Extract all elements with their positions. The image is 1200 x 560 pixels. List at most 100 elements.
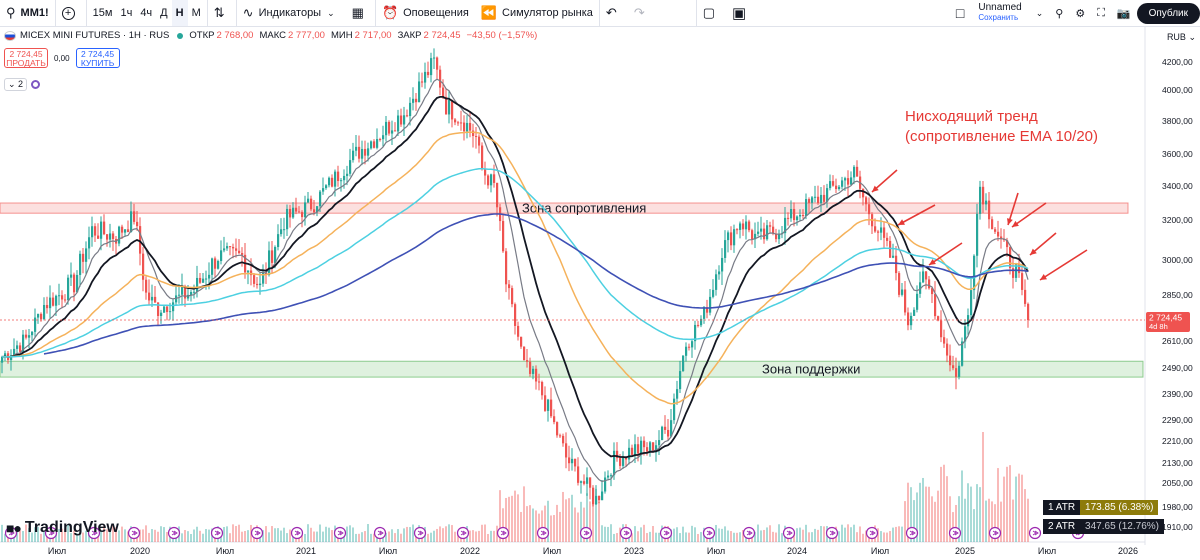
fullscreen-area-button[interactable]: ▣ (726, 0, 757, 26)
select-layout-button[interactable]: ▢ (695, 0, 726, 26)
candle-body (1024, 289, 1027, 304)
event-arrow-icon (623, 530, 630, 536)
candle-body (88, 237, 91, 249)
replay-label: Симулятор рынка (502, 7, 593, 19)
volume-bar (520, 511, 522, 542)
volume-bar (181, 533, 183, 542)
volume-bar (961, 470, 963, 542)
volume-bar (1003, 476, 1005, 542)
candle-body (439, 69, 442, 88)
volume-bar (853, 524, 855, 542)
volume-bar (562, 491, 564, 542)
candle-body (751, 230, 754, 240)
candle-body (325, 185, 328, 189)
volume-bar (400, 533, 402, 542)
candle-body (508, 284, 511, 289)
settings-button[interactable]: ⚙ (1069, 0, 1091, 26)
candle-body (745, 221, 748, 230)
symbol-search[interactable]: ⚲ MM1! (0, 0, 55, 26)
replay-button[interactable]: ⏪ Симулятор рынка (475, 0, 599, 26)
candle-body (436, 57, 439, 70)
candle-body (247, 270, 250, 273)
chart-type-button[interactable]: ⇅ (206, 0, 236, 26)
volume-bar (394, 533, 396, 542)
volume-bar (241, 531, 243, 542)
price-tick-label: 3400,00 (1162, 181, 1193, 191)
candle-body (412, 98, 415, 103)
candle-body (355, 146, 358, 151)
candle-body (73, 274, 76, 293)
candle-body (679, 371, 682, 390)
candle-body (310, 198, 313, 210)
ema-10-line (1, 78, 1029, 483)
buy-button[interactable]: 2 724,45 КУПИТЬ (75, 48, 120, 68)
volume-bar (679, 533, 681, 542)
candle-body (718, 271, 721, 275)
candle-body (106, 234, 109, 240)
undo-button[interactable]: ↶ (598, 0, 628, 26)
volume-bar (70, 533, 72, 542)
volume-bar (124, 529, 126, 542)
volume-bar (733, 532, 735, 542)
interval-day[interactable]: Д (160, 7, 168, 19)
candle-body (664, 426, 667, 430)
candle-body (844, 178, 847, 181)
candle-body (682, 355, 685, 372)
volume-bar (796, 528, 798, 542)
volume-bar (235, 526, 237, 542)
indicators-toggle[interactable]: ⌄ 2 (4, 78, 41, 91)
candle-body (70, 274, 73, 278)
volume-bar (592, 498, 594, 542)
interval-week[interactable]: Н (171, 0, 188, 26)
volume-bar (502, 508, 504, 542)
snapshot-button[interactable]: 📷 (1111, 0, 1137, 26)
annotation-arrowhead (872, 185, 879, 192)
volume-bar (988, 498, 990, 542)
candle-body (799, 214, 802, 217)
symbol-full-name[interactable]: MICEX MINI FUTURES · 1Н · RUS (20, 30, 170, 41)
candle-body (817, 196, 820, 204)
layout-name[interactable]: Unnamed Сохранить (970, 3, 1029, 23)
volume-bar (391, 529, 393, 542)
candle-body (784, 217, 787, 234)
annotation-arrowhead (1030, 248, 1037, 255)
interval-15m[interactable]: 15м (92, 7, 113, 19)
volume-bar (262, 530, 264, 542)
layout-menu-button[interactable]: ⌄ (1035, 7, 1044, 18)
volume-bar (157, 531, 159, 542)
candle-body (76, 274, 79, 293)
volume-bar (793, 532, 795, 542)
volume-bar (658, 532, 660, 542)
interval-1h[interactable]: 1ч (120, 7, 133, 19)
candle-body (613, 450, 616, 476)
volume-bar (274, 528, 276, 542)
fullscreen-button[interactable]: ⛶ (1091, 0, 1111, 26)
volume-bar (928, 486, 930, 542)
volume-bar (121, 526, 123, 542)
volume-bar (184, 530, 186, 542)
currency-selector[interactable]: RUB ⌄ (1166, 32, 1196, 42)
candle-body (385, 121, 388, 136)
candle-body (232, 246, 235, 249)
quick-search-button[interactable]: ⚲ (1049, 0, 1069, 26)
candle-body (991, 219, 994, 230)
candle-body (952, 365, 955, 369)
templates-button[interactable]: ▦ (346, 0, 375, 26)
interval-4h[interactable]: 4ч (140, 7, 153, 19)
volume-bar (244, 530, 246, 542)
candle-body (313, 209, 316, 213)
alerts-button[interactable]: ⏰ Оповещения (374, 0, 475, 26)
sell-button[interactable]: 2 724,45 ПРОДАТЬ (4, 48, 48, 68)
event-marker-icon (44, 526, 58, 540)
indicators-button[interactable]: ∿ Индикаторы ⌄ (235, 0, 346, 26)
publish-button[interactable]: Опублик (1136, 2, 1200, 24)
candle-body (292, 207, 295, 218)
layout-icon: ▢ (702, 5, 716, 20)
volume-bar (226, 526, 228, 542)
redo-button[interactable]: ↷ (628, 0, 656, 26)
volume-bar (862, 533, 864, 542)
layout-square-icon[interactable]: □ (955, 5, 965, 21)
interval-month[interactable]: М (191, 7, 201, 19)
compare-button[interactable]: + (54, 0, 86, 26)
